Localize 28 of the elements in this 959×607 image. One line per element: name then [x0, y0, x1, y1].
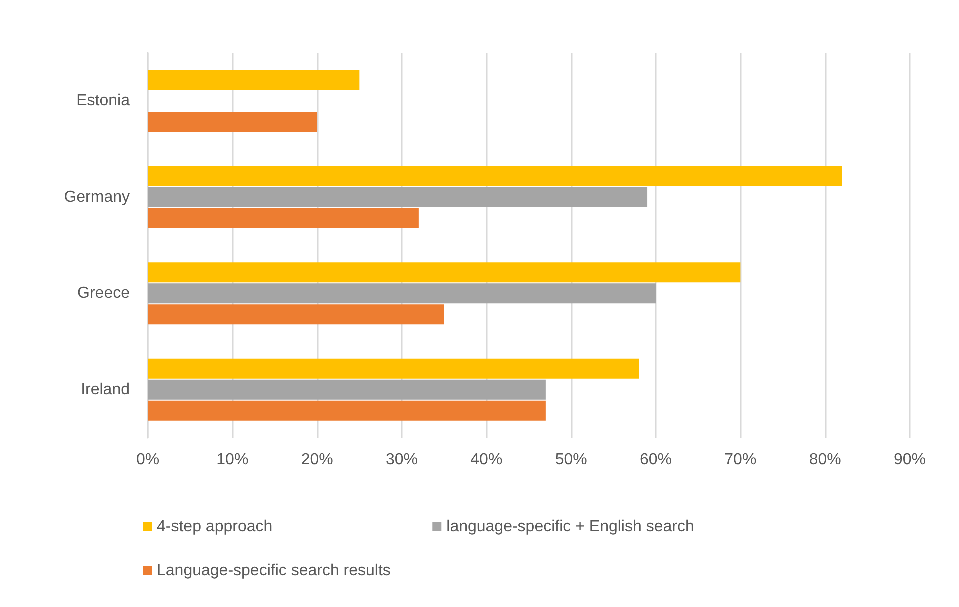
bar [148, 358, 640, 379]
bar [148, 304, 444, 325]
bar [148, 187, 648, 208]
bar [148, 70, 360, 90]
bar [148, 166, 842, 186]
bar [148, 400, 546, 421]
x-tick-label: 80% [809, 452, 842, 468]
x-tick-label: 20% [301, 452, 334, 468]
x-tick-label: 30% [386, 452, 418, 468]
x-tick-label: 40% [470, 452, 503, 468]
bar [148, 380, 546, 400]
x-tick-label: 60% [640, 452, 672, 468]
bar [148, 262, 741, 283]
x-tick-label: 0% [136, 452, 160, 468]
bar [148, 284, 656, 304]
legend-label: 4-step approach [157, 518, 273, 536]
x-tick-label: 50% [555, 452, 588, 468]
x-tick-label: 10% [216, 452, 249, 468]
y-tick-label: Ireland [81, 381, 130, 398]
y-tick-label: Estonia [76, 92, 130, 110]
x-tick-label: 70% [724, 452, 757, 468]
legend-label: language-specific + English search [446, 518, 694, 536]
y-tick-label: Greece [78, 285, 130, 302]
x-tick-label: 90% [894, 452, 926, 468]
y-tick-label: Germany [64, 188, 130, 206]
bar [148, 208, 419, 228]
bar [148, 112, 318, 132]
legend-label: Language-specific search results [157, 562, 391, 580]
